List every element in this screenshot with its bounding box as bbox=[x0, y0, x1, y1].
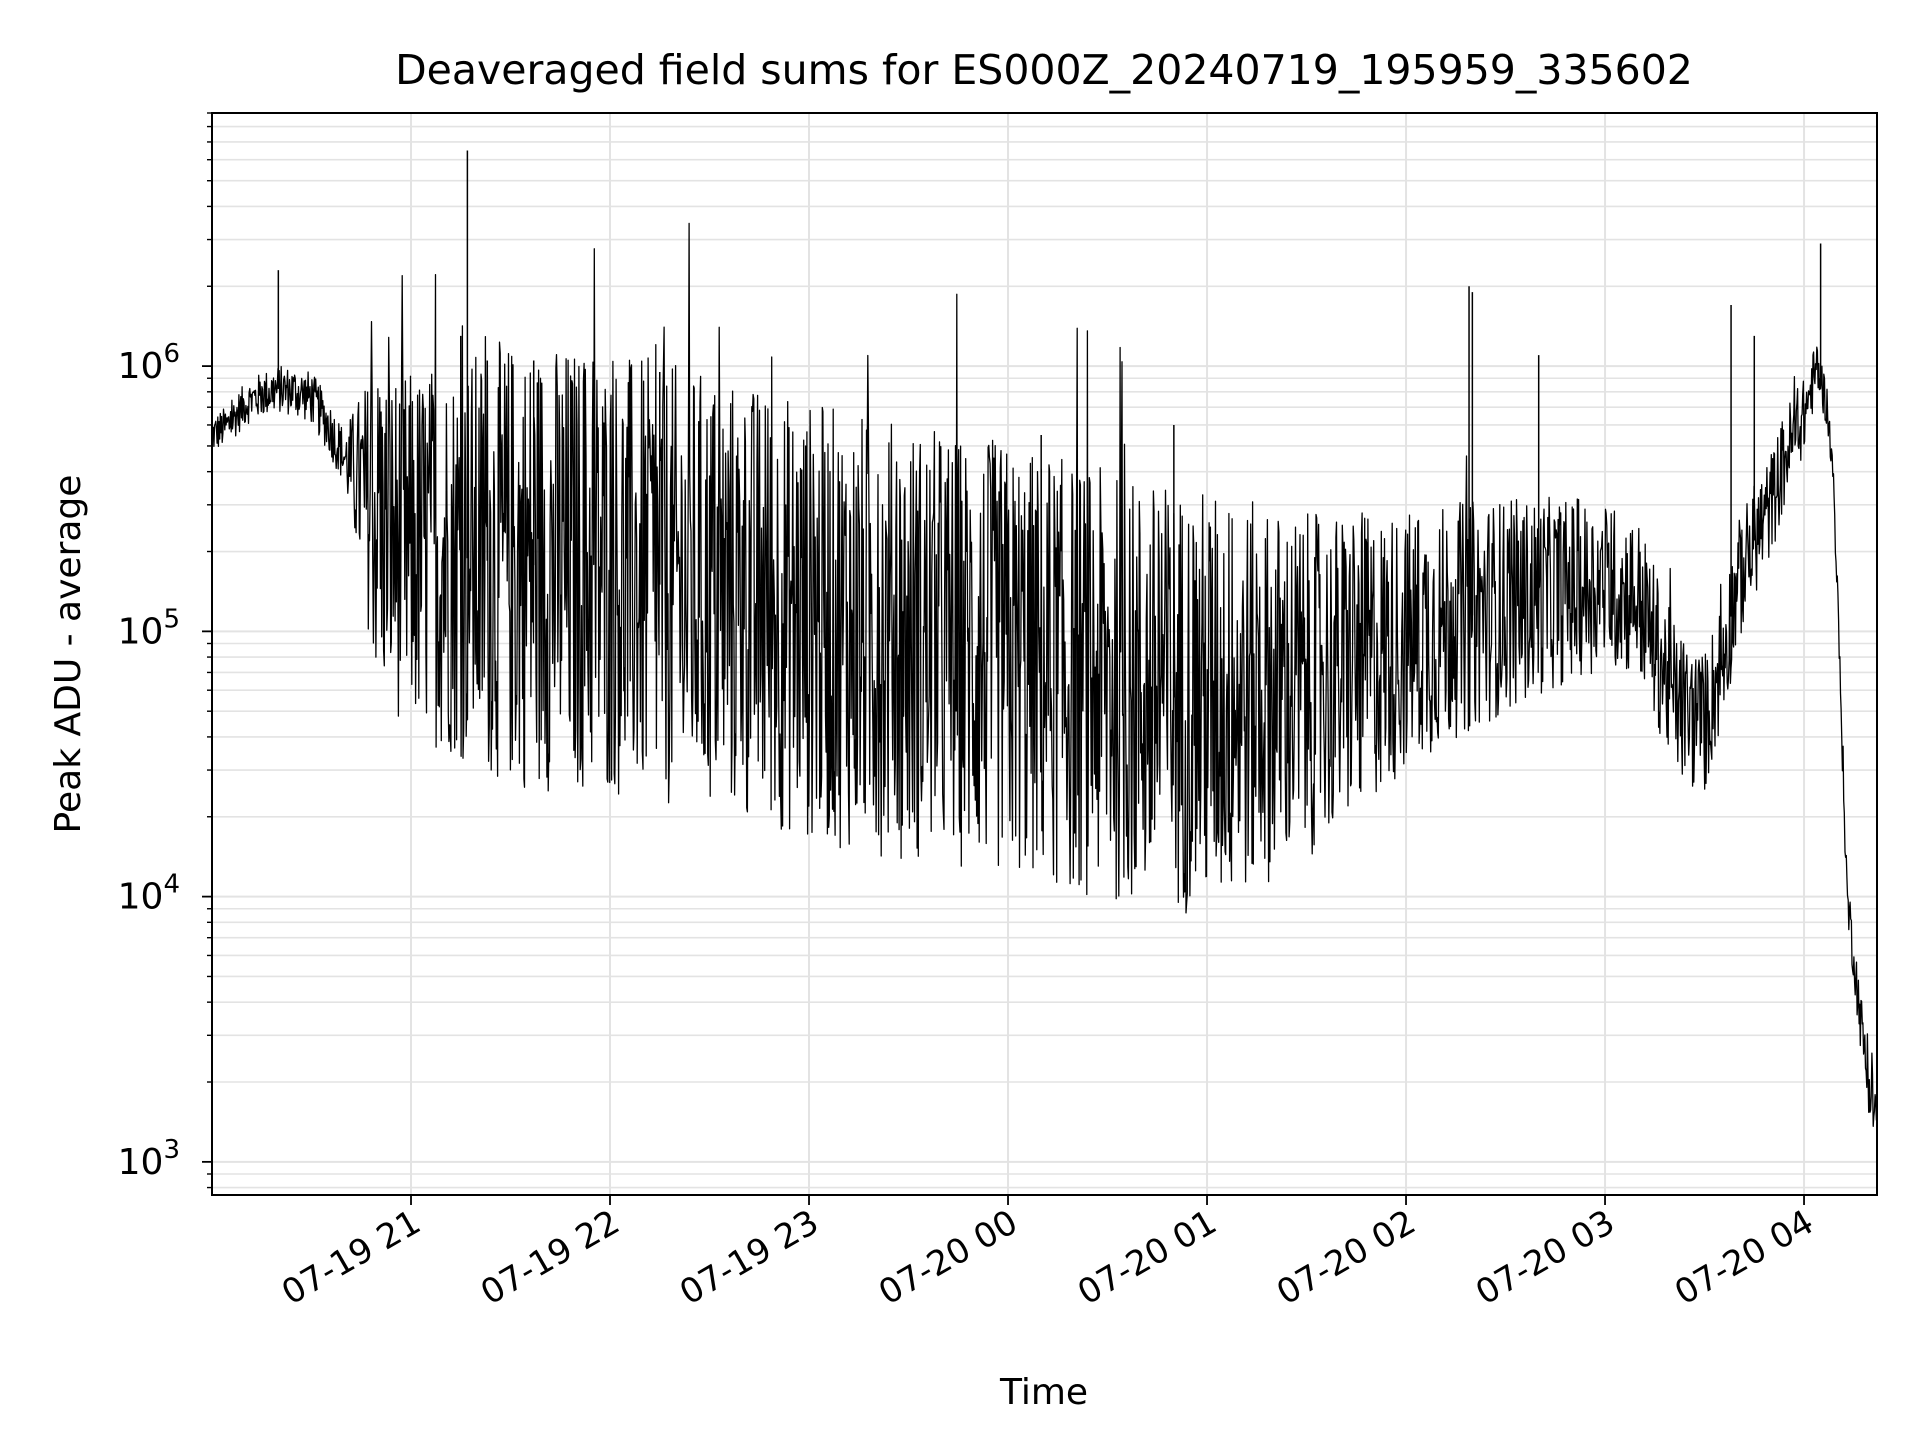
chart-title: Deaveraged field sums for ES000Z_2024071… bbox=[395, 46, 1693, 94]
x-axis-label: Time bbox=[999, 1372, 1088, 1413]
y-axis-label: Peak ADU - average bbox=[48, 475, 89, 834]
plot-frame bbox=[211, 112, 1878, 1196]
data-layer bbox=[211, 150, 1878, 1127]
grid bbox=[212, 112, 1877, 1195]
series-line bbox=[211, 222, 1878, 1127]
